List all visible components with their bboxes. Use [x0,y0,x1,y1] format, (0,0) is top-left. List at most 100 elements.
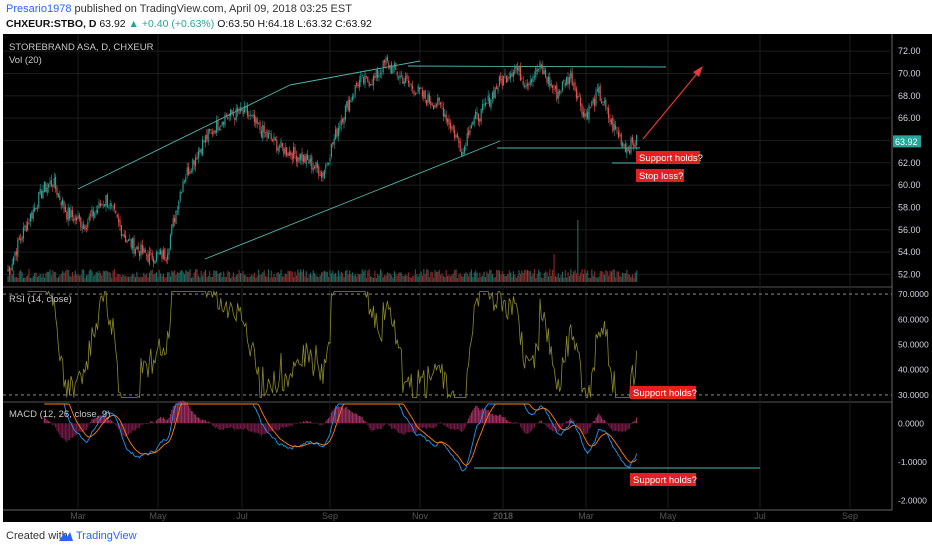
volume-bar [407,272,409,282]
time-tick-label: May [149,511,167,521]
macd-hist-bar [126,423,128,437]
candle [95,205,97,215]
macd-hist-bar [479,410,481,424]
candle [153,255,155,268]
candle [615,121,617,131]
candle-body [552,85,554,89]
candle [479,117,481,128]
candle-body [67,207,69,221]
macd-hist-bar [556,423,558,434]
macd-hist-bar [508,421,510,424]
volume-bar [73,275,75,282]
candle [223,121,225,128]
candle-body [122,235,124,236]
candle [484,97,486,108]
candle [420,86,422,90]
candle [169,232,171,251]
macd-tick-label: -2.0000 [898,495,927,505]
macd-hist-bar [468,418,470,424]
candle [283,146,285,158]
publisher-link[interactable]: Presario1978 [6,3,72,15]
candle [441,100,443,110]
candle [363,76,365,86]
volume-bar [623,273,625,282]
candle-body [76,217,78,221]
candle-body [213,131,215,133]
candle [53,172,55,189]
candle [538,68,540,73]
volume-bar [596,277,598,282]
candle-body [111,204,113,206]
candle-body [24,225,26,227]
chart-header: Presario1978 published on TradingView.co… [0,0,932,34]
volume-bar [347,274,349,282]
candle [52,184,54,193]
candle [272,138,274,142]
volume-bar [148,272,150,282]
volume-bar [498,270,500,282]
candle-body [574,82,576,91]
macd-hist-bar [91,419,93,424]
macd-hist-bar [90,422,92,424]
candle [396,70,398,80]
macd-hist-bar [197,417,199,424]
candle-body [77,216,79,220]
volume-bar [239,273,241,282]
candle-body [627,148,629,152]
candle-body [374,76,376,78]
candle [573,81,575,91]
volume-bar [426,269,428,282]
volume-bar [200,270,202,282]
candle [511,68,513,78]
candle-body [315,161,317,169]
candle-body [241,108,243,111]
candle [533,71,535,82]
candle-body [463,146,465,154]
candle-body [370,84,372,86]
candle-body [545,69,547,77]
macd-hist-bar [112,421,114,424]
candle-body [259,121,261,131]
macd-hist-bar [195,414,197,424]
candle-body [477,113,479,122]
volume-bar [365,277,367,282]
macd-hist-bar [525,423,527,435]
candle [97,205,99,215]
candle-body [312,167,314,171]
volume-bar [414,269,416,282]
candle [552,84,554,94]
macd-hist-bar [603,420,605,424]
candle-body [332,142,334,145]
candle [378,70,380,82]
macd-hist-bar [108,419,110,424]
candle-body [575,88,577,99]
volume-bar [69,275,71,282]
volume-bar [381,271,383,282]
macd-hist-bar [461,423,463,433]
volume-bar [8,271,10,282]
volume-bar [259,274,261,282]
macd-hist-bar [225,423,227,429]
volume-bar [32,275,34,282]
volume-bar [442,275,444,282]
volume-bar [633,277,635,282]
volume-bar [477,277,479,282]
candle [136,245,138,250]
candle [214,129,216,135]
candle [482,99,484,114]
volume-bar [280,269,282,282]
volume-bar [567,271,569,282]
candle-body [402,77,404,84]
macd-hist-bar [217,423,219,429]
volume-bar [535,277,537,282]
candle-body [335,129,337,139]
macd-hist-bar [265,423,267,434]
volume-bar [252,275,254,282]
chart-canvas[interactable]: 72.0070.0068.0066.0064.0062.0060.0058.00… [0,34,932,522]
macd-hist-bar [371,423,373,432]
candle [347,96,349,112]
candle-body [276,140,278,151]
candle-body [323,170,325,178]
candle [27,218,29,231]
tradingview-brand[interactable]: TradingView [76,530,137,542]
